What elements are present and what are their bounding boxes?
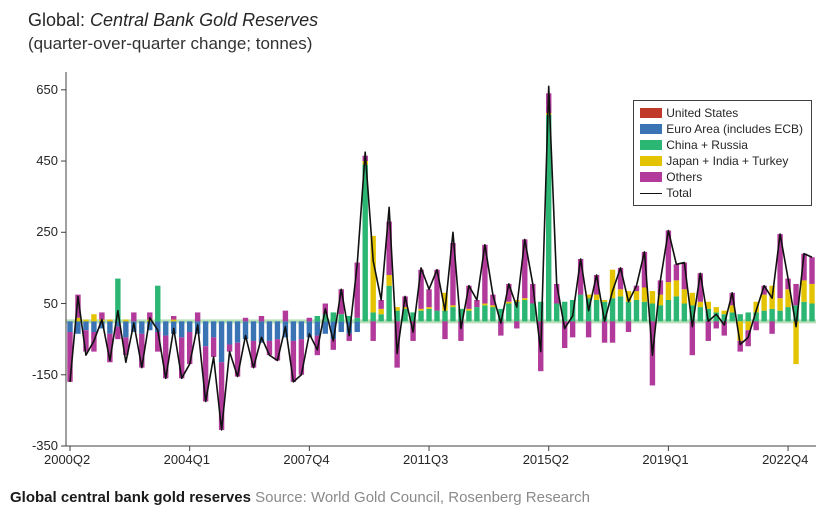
- title-italic: Central Bank Gold Reserves: [90, 10, 318, 30]
- legend-label: Total: [666, 186, 691, 200]
- x-tick-label: 2011Q3: [403, 452, 448, 467]
- legend-item: Japan + India + Turkey: [640, 153, 803, 169]
- x-tick-label: 2000Q2: [44, 452, 90, 467]
- legend-swatch: [640, 108, 662, 118]
- legend-label: Euro Area (includes ECB): [666, 122, 803, 136]
- caption-bold: Global central bank gold reserves: [10, 489, 255, 506]
- legend-label: China + Russia: [666, 138, 748, 152]
- y-tick-label: 250: [8, 224, 58, 239]
- y-tick-label: -150: [8, 367, 58, 382]
- chart-title: Global: Central Bank Gold Reserves: [28, 10, 318, 31]
- legend-item: Euro Area (includes ECB): [640, 121, 803, 137]
- y-tick-label: -350: [8, 438, 58, 453]
- legend-item: Total: [640, 185, 803, 201]
- chart-subtitle: (quarter-over-quarter change; tonnes): [28, 34, 312, 54]
- legend-line: [640, 193, 662, 194]
- legend-item: Others: [640, 169, 803, 185]
- legend-swatch: [640, 124, 662, 134]
- x-tick-label: 2007Q4: [283, 452, 329, 467]
- legend-swatch: [640, 156, 662, 166]
- y-tick-label: 50: [8, 296, 58, 311]
- caption-source: Source: World Gold Council, Rosenberg Re…: [255, 489, 590, 506]
- y-tick-label: 650: [8, 82, 58, 97]
- x-tick-label: 2019Q1: [642, 452, 688, 467]
- chart-legend: United States Euro Area (includes ECB) Chi…: [633, 100, 812, 206]
- x-tick-label: 2015Q2: [523, 452, 569, 467]
- legend-label: Others: [666, 170, 702, 184]
- legend-swatch: [640, 140, 662, 150]
- legend-label: Japan + India + Turkey: [666, 154, 788, 168]
- legend-item: United States: [640, 105, 803, 121]
- chart-caption: Global central bank gold reserves Source…: [10, 489, 590, 506]
- title-prefix: Global:: [28, 10, 90, 30]
- x-tick-label: 2022Q4: [762, 452, 808, 467]
- x-tick-label: 2004Q1: [164, 452, 210, 467]
- y-tick-label: 450: [8, 153, 58, 168]
- legend-label: United States: [666, 106, 738, 120]
- legend-item: China + Russia: [640, 137, 803, 153]
- legend-swatch: [640, 172, 662, 182]
